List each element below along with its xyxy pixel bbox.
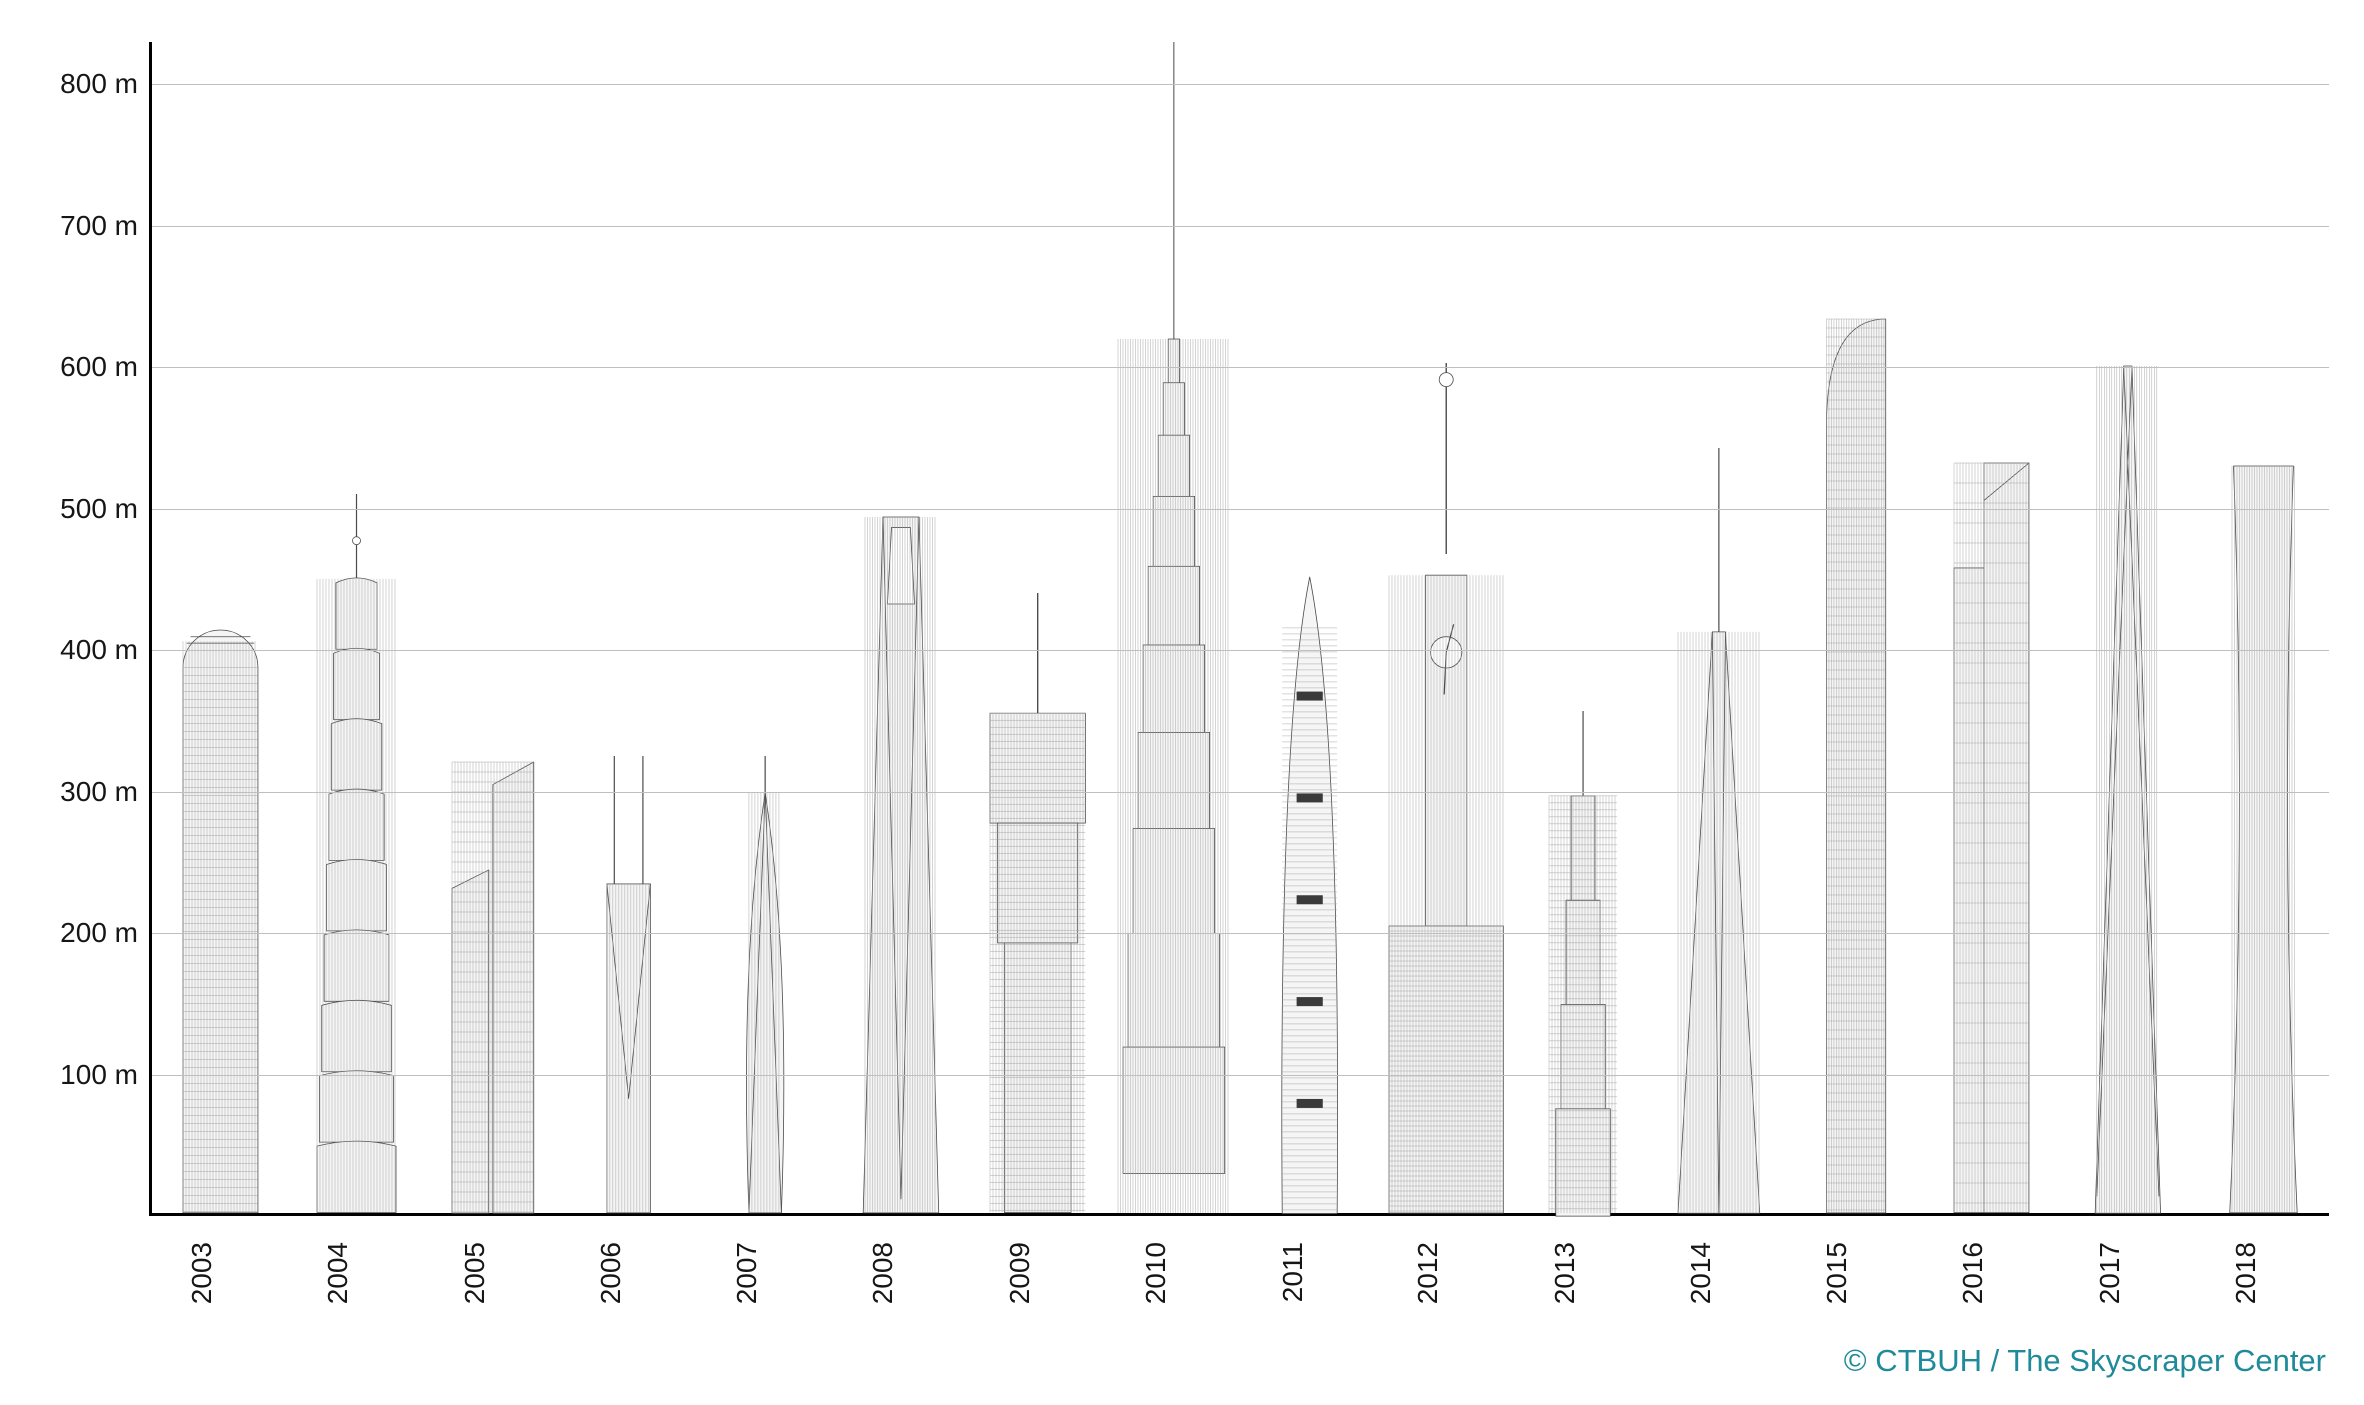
gridline [152, 933, 2329, 934]
building-2011 [1277, 577, 1342, 1214]
x-tick-label: 2016 [1957, 1242, 1989, 1304]
height-chart: 100 m200 m300 m400 m500 m600 m700 m800 m… [0, 0, 2364, 1405]
x-tick-label: 2005 [458, 1242, 490, 1304]
y-tick-label: 100 m [60, 1059, 138, 1091]
building-2006 [600, 756, 657, 1213]
chart-container: 100 m200 m300 m400 m500 m600 m700 m800 m… [0, 0, 2364, 1405]
gridline [152, 84, 2329, 85]
building-2012 [1389, 363, 1503, 1213]
building-2014 [1678, 448, 1760, 1213]
x-tick-label: 2008 [867, 1242, 899, 1304]
gridline [152, 367, 2329, 368]
y-tick-label: 600 m [60, 351, 138, 383]
x-tick-label: 2018 [2230, 1242, 2262, 1304]
x-tick-label: 2012 [1412, 1242, 1444, 1304]
building-2005 [452, 762, 534, 1213]
buildings-layer [152, 42, 2329, 1213]
building-2018 [2226, 466, 2301, 1213]
x-tick-label: 2014 [1685, 1242, 1717, 1304]
x-tick-label: 2013 [1548, 1242, 1580, 1304]
x-tick-label: 2017 [2093, 1242, 2125, 1304]
building-2016 [1954, 463, 2029, 1213]
building-2013 [1549, 711, 1617, 1213]
building-2008 [856, 517, 946, 1213]
building-2015 [1821, 319, 1889, 1213]
x-tick-label: 2003 [186, 1242, 218, 1304]
x-tick-label: 2007 [731, 1242, 763, 1304]
y-tick-label: 700 m [60, 210, 138, 242]
building-2004 [317, 494, 396, 1213]
building-2017 [2087, 366, 2169, 1213]
gridline [152, 650, 2329, 651]
gridline [152, 226, 2329, 227]
building-2009 [990, 593, 1085, 1213]
y-tick-label: 400 m [60, 634, 138, 666]
gridline [152, 1075, 2329, 1076]
x-tick-label: 2015 [1821, 1242, 1853, 1304]
building-2003 [183, 630, 258, 1213]
gridline [152, 509, 2329, 510]
x-tick-label: 2009 [1003, 1242, 1035, 1304]
y-tick-label: 500 m [60, 493, 138, 525]
x-tick-label: 2011 [1277, 1242, 1309, 1302]
y-tick-label: 300 m [60, 776, 138, 808]
x-tick-label: 2010 [1140, 1242, 1172, 1304]
building-2007 [742, 756, 788, 1213]
credit-line: © CTBUH / The Skyscraper Center [1844, 1343, 2326, 1379]
x-tick-label: 2004 [322, 1242, 354, 1304]
y-tick-label: 200 m [60, 917, 138, 949]
credit-text: © CTBUH / The Skyscraper Center [1844, 1343, 2326, 1378]
x-tick-label: 2006 [595, 1242, 627, 1304]
gridline [152, 792, 2329, 793]
building-2010 [1118, 42, 1230, 1213]
y-tick-label: 800 m [60, 68, 138, 100]
plot-area: 100 m200 m300 m400 m500 m600 m700 m800 m [149, 42, 2329, 1216]
